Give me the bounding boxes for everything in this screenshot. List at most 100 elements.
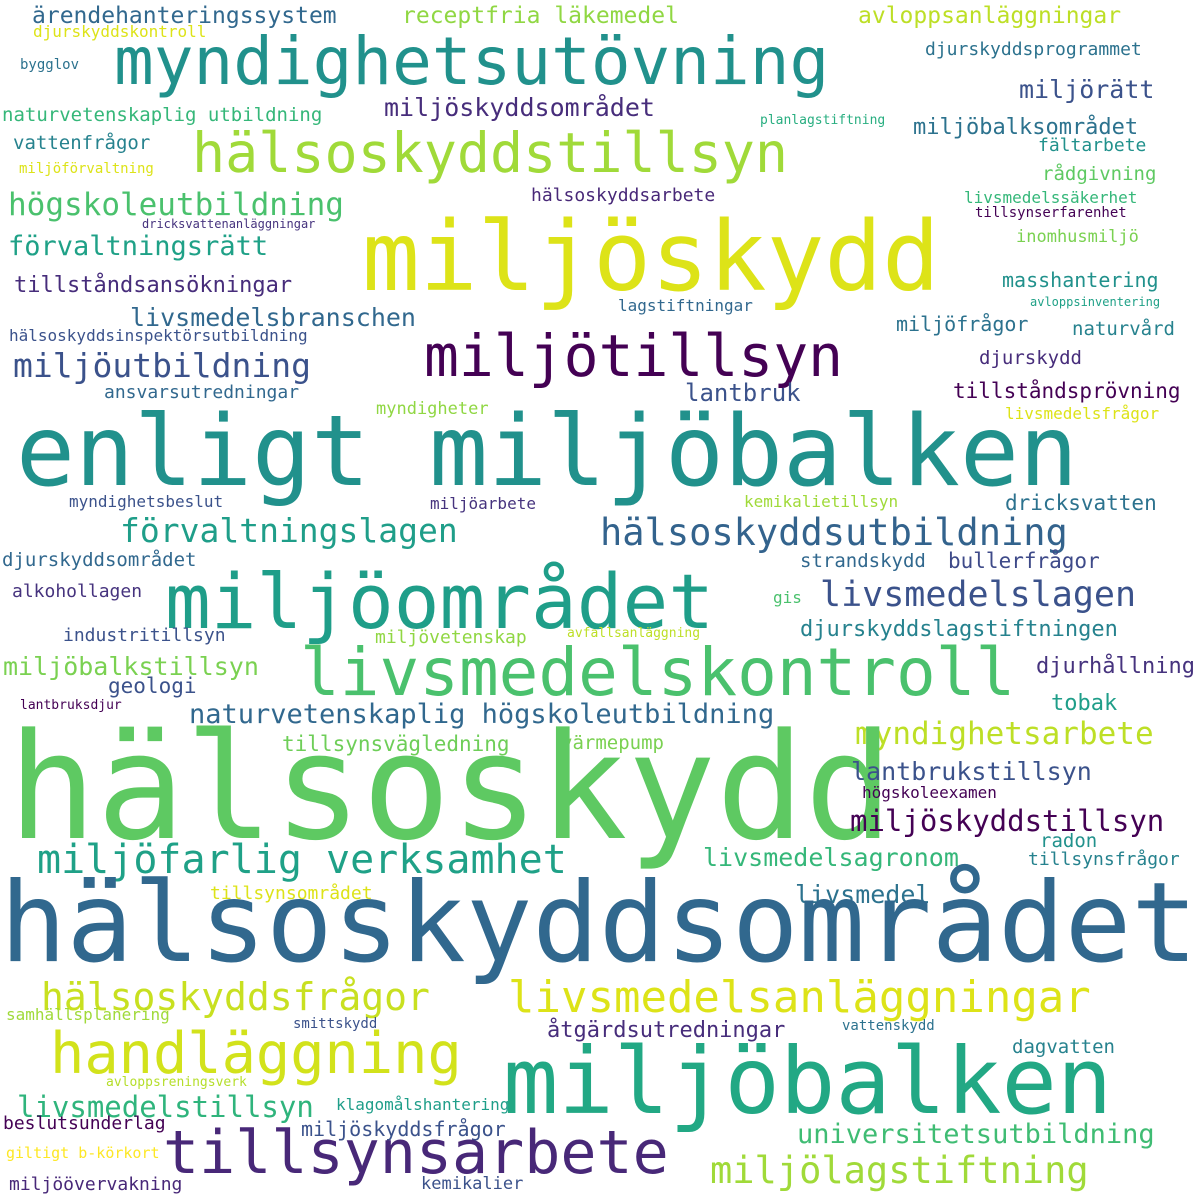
- word: avfallsanläggning: [567, 626, 701, 641]
- word: avloppsreningsverk: [106, 1075, 247, 1090]
- word: hälsoskyddsarbete: [531, 185, 716, 206]
- word: avloppsanläggningar: [858, 3, 1122, 29]
- word: giltigt b-körkort: [6, 1144, 160, 1162]
- word: receptfria läkemedel: [402, 3, 679, 29]
- word: naturvetenskaplig utbildning: [2, 104, 323, 126]
- word: högskoleexamen: [862, 783, 997, 802]
- word: miljöbalkstillsyn: [3, 652, 259, 681]
- word: livsmedelstillsyn: [17, 1090, 314, 1124]
- word: dricksvatten: [1005, 491, 1157, 515]
- word: rådgivning: [1042, 163, 1157, 185]
- word: hälsoskydd: [8, 702, 894, 873]
- word: dagvatten: [1012, 1036, 1115, 1058]
- word: vattenskydd: [842, 1018, 935, 1034]
- word: inomhusmiljö: [1016, 227, 1139, 247]
- word: miljöfarlig verksamhet: [37, 837, 567, 883]
- word: tillsynsarbete: [163, 1118, 669, 1188]
- word: klagomålshantering: [336, 1095, 510, 1114]
- word: dricksvattenanläggningar: [142, 217, 316, 231]
- word: värmepump: [561, 732, 664, 754]
- word: hälsoskyddsfrågor: [41, 975, 430, 1019]
- word: miljöskyddsfrågor: [301, 1117, 506, 1141]
- word: tillsynserfarenhet: [975, 205, 1127, 221]
- word: livsmedelsagronom: [703, 843, 959, 872]
- word: djurhållning: [1036, 654, 1195, 679]
- word: hälsoskyddsområdet: [0, 859, 1198, 988]
- word: högskoleutbildning: [8, 187, 344, 223]
- word: radon: [1040, 830, 1098, 852]
- word: alkohollagen: [12, 581, 143, 602]
- word: beslutsunderlag: [3, 1113, 166, 1134]
- word: miljölagstiftning: [710, 1149, 1089, 1192]
- word: åtgärdsutredningar: [547, 1018, 786, 1043]
- word: miljöskydd: [362, 201, 940, 313]
- word: miljötillsyn: [424, 322, 844, 390]
- word: livsmedelsfrågor: [1005, 404, 1160, 423]
- word: bullerfrågor: [948, 549, 1100, 573]
- word: samhällsplanering: [6, 1005, 170, 1024]
- word: hälsoskyddstillsyn: [192, 121, 789, 185]
- word: miljöområdet: [165, 557, 715, 646]
- word: miljöbalken: [503, 1028, 1113, 1135]
- word: tobak: [1051, 691, 1118, 716]
- word: förvaltningslagen: [120, 511, 458, 550]
- word: handläggning: [50, 1021, 462, 1087]
- word: livsmedelssäkerhet: [964, 188, 1138, 207]
- word: naturvård: [1072, 318, 1175, 340]
- word: tillståndsprövning: [953, 379, 1181, 403]
- word: tillsynsvägledning: [282, 732, 510, 756]
- word: myndighetsarbete: [855, 716, 1154, 752]
- word: förvaltningsrätt: [8, 231, 269, 262]
- word: lantbruk: [685, 379, 801, 407]
- word: vattenfrågor: [13, 132, 151, 154]
- word: strandskydd: [800, 550, 926, 572]
- word: kemikalietillsyn: [744, 492, 899, 511]
- word: naturvetenskaplig högskoleutbildning: [189, 699, 775, 730]
- word: miljörätt: [1019, 75, 1155, 104]
- word: djurskyddsområdet: [2, 549, 197, 571]
- word: miljöarbete: [430, 494, 536, 513]
- word: tillsynsområdet: [210, 883, 373, 904]
- word: ansvarsutredningar: [104, 382, 300, 403]
- word: enligt miljöbalken: [16, 395, 1079, 509]
- word: djurskydd: [979, 347, 1082, 369]
- word: myndighetsbeslut: [69, 492, 224, 511]
- word: ärendehanteringssystem: [32, 3, 337, 29]
- word: miljöförvaltning: [19, 161, 154, 177]
- word: hälsoskyddsutbildning: [600, 511, 1068, 554]
- word: kemikalier: [421, 1174, 524, 1194]
- word: livsmedelsbranschen: [130, 303, 416, 332]
- word: miljöbalksområdet: [913, 115, 1139, 140]
- word: djurskyddskontroll: [33, 22, 207, 41]
- word: hälsoskyddsinspektörsutbildning: [9, 326, 308, 345]
- word: lagstiftningar: [618, 296, 753, 315]
- word: miljövetenskap: [375, 627, 527, 648]
- word: djurskyddslagstiftningen: [800, 617, 1118, 642]
- word: djurskyddsprogrammet: [925, 39, 1142, 60]
- word: miljöfrågor: [896, 312, 1029, 336]
- word: lantbruksdjur: [20, 698, 122, 713]
- word: livsmedelsanläggningar: [508, 972, 1091, 1023]
- word: smittskydd: [293, 1016, 378, 1032]
- word: masshantering: [1002, 268, 1159, 292]
- word: miljöövervakning: [9, 1174, 183, 1195]
- word: tillsynsfrågor: [1028, 849, 1180, 870]
- word: myndigheter: [376, 399, 489, 419]
- word: livsmedelskontroll: [300, 634, 1016, 711]
- word: livsmedel: [795, 880, 931, 909]
- word: industritillsyn: [63, 625, 226, 646]
- word: miljöskyddstillsyn: [850, 804, 1165, 838]
- word: myndighetsutövning: [114, 23, 830, 100]
- word: universitetsutbildning: [797, 1119, 1155, 1150]
- word: miljöskyddsområdet: [384, 93, 655, 122]
- word: bygglov: [20, 57, 80, 73]
- word: fältarbete: [1038, 135, 1147, 156]
- word: miljöutbildning: [13, 346, 312, 385]
- word: planlagstiftning: [760, 113, 886, 128]
- word: lantbrukstillsyn: [851, 757, 1092, 786]
- word: gis: [773, 588, 802, 607]
- word: livsmedelslagen: [820, 575, 1137, 615]
- word: geologi: [108, 674, 197, 698]
- word: tillståndsansökningar: [14, 273, 293, 298]
